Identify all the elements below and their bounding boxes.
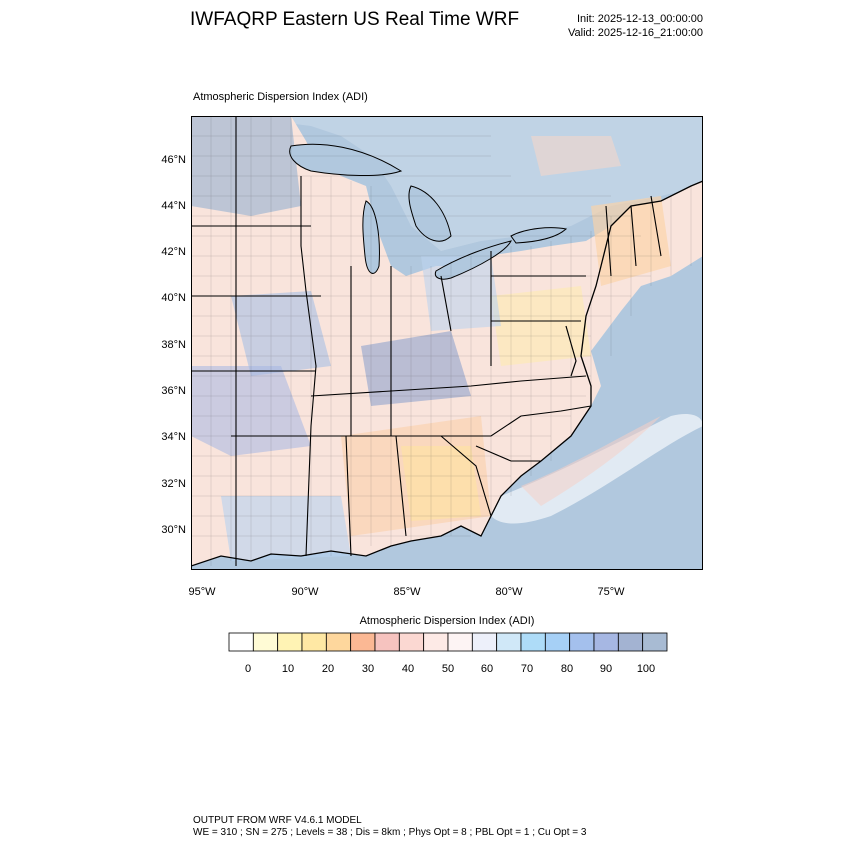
colorbar-swatch <box>520 632 546 652</box>
colorbar-swatch <box>544 632 571 652</box>
lon-label-75: 75°W <box>597 586 625 598</box>
colorbar-label-20: 20 <box>321 663 335 675</box>
colorbar-swatch <box>252 632 279 652</box>
colorbar-swatch <box>569 632 595 652</box>
region-iowa-blue <box>231 291 331 376</box>
colorbar-swatch <box>496 632 522 652</box>
region-midatlantic-yellow <box>491 286 591 366</box>
lat-label-34: 34°N <box>161 431 186 443</box>
lon-label-85: 85°W <box>393 586 421 598</box>
region-plains-blue <box>191 116 301 216</box>
plot-title: Atmospheric Dispersion Index (ADI) <box>193 91 368 103</box>
footer-model-line: OUTPUT FROM WRF V4.6.1 MODEL <box>193 815 362 826</box>
lake-huron <box>408 185 452 242</box>
region-gulf-blue <box>221 496 351 561</box>
colorbar-swatch <box>325 632 352 652</box>
colorbar-label-40: 40 <box>401 663 415 675</box>
colorbar-swatch <box>447 632 473 652</box>
colorbar-label-60: 60 <box>480 663 494 675</box>
chesapeake-bay <box>565 325 577 377</box>
valid-time: Valid: 2025-12-16_21:00:00 <box>568 27 703 39</box>
ocean-plume-warm <box>521 416 661 506</box>
region-northeast-orange <box>591 196 671 286</box>
colorbar-swatch <box>277 632 303 652</box>
colorbar-label-100: 100 <box>636 663 656 675</box>
lon-label-90: 90°W <box>291 586 319 598</box>
region-missouri-blue <box>191 366 311 456</box>
lon-label-95: 95°W <box>188 586 216 598</box>
lat-label-36: 36°N <box>161 385 186 397</box>
footer-config-line: WE = 310 ; SN = 275 ; Levels = 38 ; Dis … <box>193 827 587 838</box>
colorbar-swatch <box>301 632 327 652</box>
colorbar <box>228 632 668 652</box>
colorbar-label-30: 30 <box>361 663 375 675</box>
lake-michigan <box>362 200 380 274</box>
colorbar-swatch <box>423 632 449 652</box>
colorbar-swatch <box>593 632 619 652</box>
colorbar-swatch <box>471 632 498 652</box>
init-time: Init: 2025-12-13_00:00:00 <box>577 13 703 25</box>
lat-label-32: 32°N <box>161 478 186 490</box>
lat-label-44: 44°N <box>161 200 186 212</box>
lat-label-30: 30°N <box>161 524 186 536</box>
map-frame <box>191 116 703 570</box>
colorbar-label-70: 70 <box>520 663 534 675</box>
colorbar-swatch <box>642 632 668 652</box>
colorbar-label-0: 0 <box>244 663 252 675</box>
lat-label-40: 40°N <box>161 292 186 304</box>
colorbar-swatch <box>374 632 400 652</box>
coastline <box>191 180 703 567</box>
adi-map <box>191 116 703 570</box>
lake-ontario <box>510 227 568 244</box>
colorbar-label-50: 50 <box>441 663 455 675</box>
lat-label-42: 42°N <box>161 246 186 258</box>
lon-label-80: 80°W <box>495 586 523 598</box>
colorbar-swatch <box>228 632 254 652</box>
colorbar-swatch <box>350 632 376 652</box>
colorbar-label-80: 80 <box>560 663 574 675</box>
lake-superior <box>289 143 403 176</box>
lake-erie <box>434 240 512 280</box>
canada-warm-patch <box>531 136 621 176</box>
colorbar-title: Atmospheric Dispersion Index (ADI) <box>359 615 535 627</box>
colorbar-swatch <box>398 632 425 652</box>
lat-label-46: 46°N <box>161 154 186 166</box>
colorbar-label-10: 10 <box>281 663 295 675</box>
colorbar-label-90: 90 <box>599 663 613 675</box>
lat-label-38: 38°N <box>161 339 186 351</box>
region-georgia-yellow <box>401 446 481 521</box>
state-boundaries <box>191 116 662 566</box>
colorbar-swatch <box>617 632 644 652</box>
main-title: IWFAQRP Eastern US Real Time WRF <box>190 9 520 30</box>
